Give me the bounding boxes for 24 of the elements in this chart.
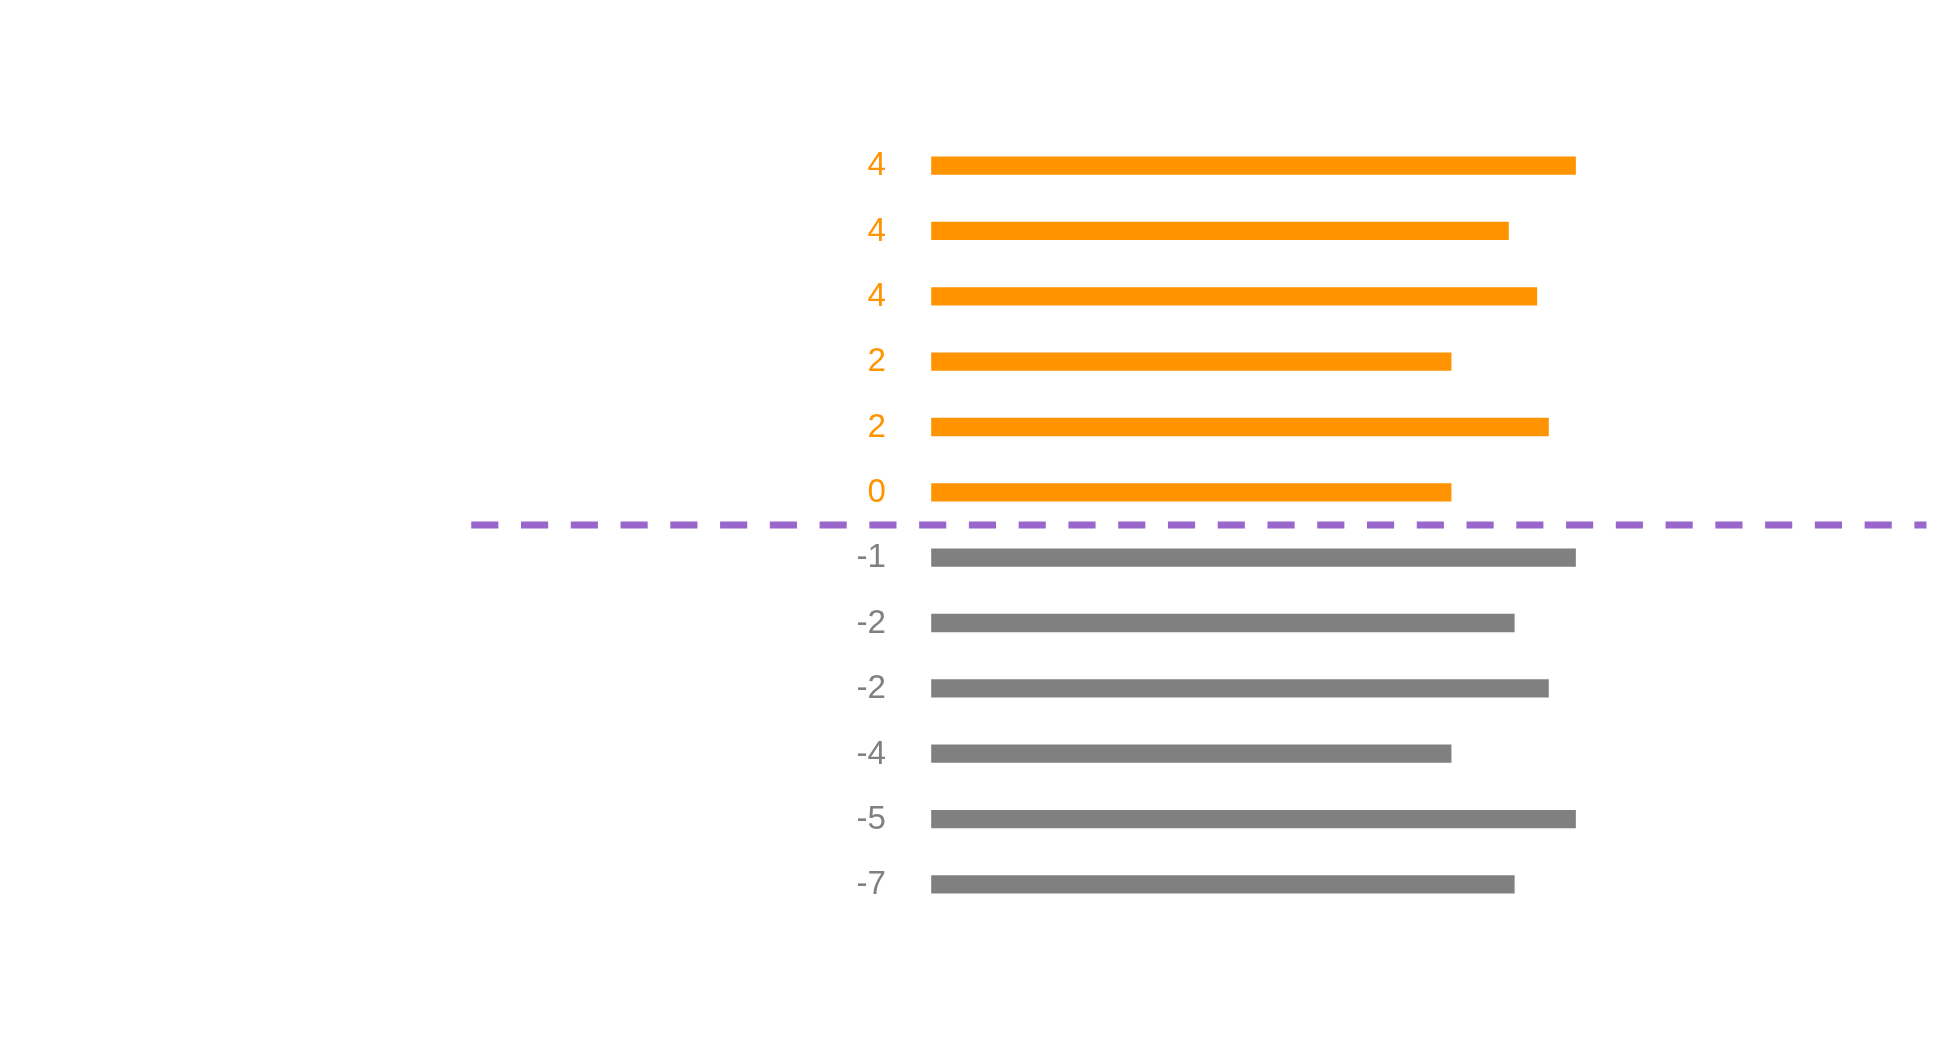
y-tick-label: 2 — [867, 406, 886, 444]
y-tick-label: 4 — [867, 210, 886, 248]
y-tick-label: -1 — [856, 537, 886, 575]
bar — [931, 221, 1509, 241]
y-tick-label: 4 — [867, 145, 886, 183]
bar — [931, 679, 1549, 698]
y-tick-label: 2 — [867, 341, 886, 379]
y-tick-label: -2 — [856, 602, 886, 640]
bar — [931, 548, 1576, 567]
y-tick-label: 4 — [867, 276, 886, 314]
bar — [931, 483, 1452, 502]
y-tick-label: 0 — [867, 472, 886, 510]
bar — [931, 875, 1515, 894]
bar — [931, 156, 1576, 175]
bar — [931, 744, 1452, 763]
y-tick-label: -7 — [856, 864, 886, 902]
bar — [931, 417, 1549, 437]
bar — [931, 287, 1538, 306]
y-tick-label: -5 — [856, 798, 886, 836]
y-tick-label: -2 — [856, 668, 886, 706]
bar — [931, 809, 1576, 829]
y-tick-label: -4 — [856, 733, 886, 771]
bar — [931, 352, 1452, 371]
bar — [931, 613, 1515, 633]
